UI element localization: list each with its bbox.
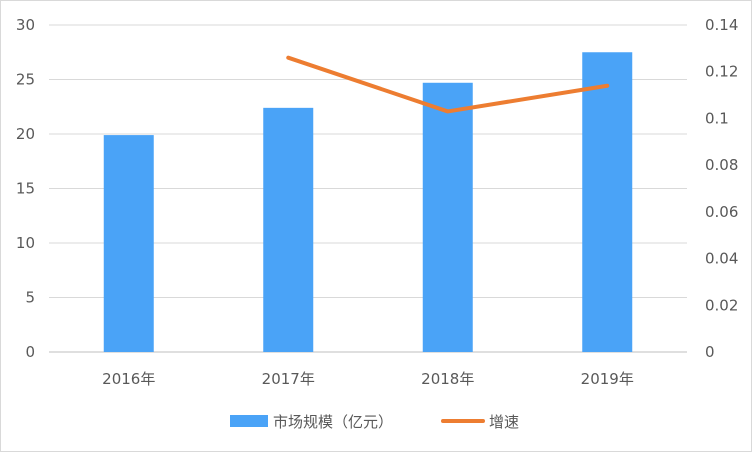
x-tick-label: 2017年 <box>262 370 315 388</box>
bar <box>263 107 314 352</box>
right-tick-label: 0.14 <box>705 16 738 34</box>
left-tick-label: 0 <box>25 343 35 361</box>
left-tick-label: 10 <box>16 234 35 252</box>
bar-series <box>103 52 633 353</box>
gridlines <box>49 24 687 353</box>
bar <box>422 82 473 353</box>
legend-swatch-bar <box>230 415 268 427</box>
x-axis: 2016年 2017年 2018年 2019年 <box>102 370 634 388</box>
x-tick-label: 2019年 <box>581 370 634 388</box>
left-tick-label: 5 <box>25 289 35 307</box>
right-tick-label: 0.04 <box>705 250 738 268</box>
line-series <box>286 55 610 114</box>
right-tick-label: 0.12 <box>705 63 738 81</box>
left-tick-label: 20 <box>16 125 35 143</box>
right-tick-label: 0.08 <box>705 156 738 174</box>
legend-label-bar: 市场规模（亿元） <box>273 413 393 431</box>
right-tick-label: 0.1 <box>705 109 729 127</box>
left-axis: 0 5 10 15 20 25 30 <box>16 16 35 361</box>
right-tick-label: 0.02 <box>705 296 738 314</box>
left-tick-label: 25 <box>16 71 35 89</box>
growth-line <box>286 55 610 114</box>
legend: 市场规模（亿元） 增速 <box>230 413 519 431</box>
legend-label-line: 增速 <box>489 413 519 431</box>
bar <box>582 52 633 352</box>
right-tick-label: 0 <box>705 343 715 361</box>
x-tick-label: 2018年 <box>421 370 474 388</box>
bar <box>103 135 154 352</box>
x-tick-label: 2016年 <box>102 370 155 388</box>
left-tick-label: 15 <box>16 180 35 198</box>
left-tick-label: 30 <box>16 16 35 34</box>
right-axis: 0 0.02 0.04 0.06 0.08 0.1 0.12 0.14 <box>705 16 738 361</box>
right-tick-label: 0.06 <box>705 203 738 221</box>
